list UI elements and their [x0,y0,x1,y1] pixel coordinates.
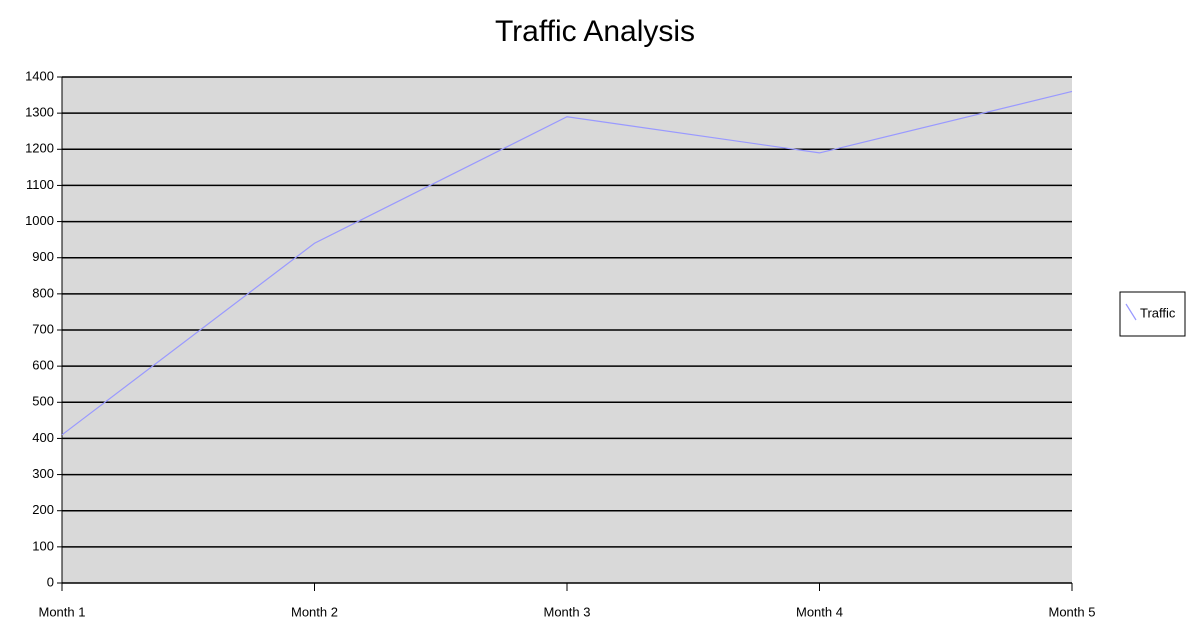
y-tick-label: 900 [32,249,54,264]
chart-title: Traffic Analysis [495,15,695,48]
y-tick-label: 300 [32,466,54,481]
y-tick-label: 500 [32,394,54,409]
x-tick-label: Month 4 [796,604,843,619]
legend-swatch [1125,303,1137,321]
y-tick-label: 700 [32,321,54,336]
legend-label: Traffic [1140,305,1176,320]
x-tick-label: Month 2 [291,604,338,619]
y-tick-label: 600 [32,358,54,373]
y-tick-label: 100 [32,538,54,553]
y-tick-label: 200 [32,502,54,517]
y-tick-label: 400 [32,430,54,445]
x-tick-label: Month 5 [1049,604,1096,619]
y-tick-label: 1100 [26,177,54,192]
y-tick-label: 1300 [25,105,54,120]
y-tick-label: 1200 [25,141,54,156]
x-tick-label: Month 1 [39,604,86,619]
y-tick-label: 800 [32,285,54,300]
series-line [61,90,1073,436]
x-tick-label: Month 3 [544,604,591,619]
y-tick-label: 0 [47,574,54,589]
y-tick-label: 1000 [25,213,54,228]
y-tick-label: 1400 [25,68,54,83]
legend-box [1119,291,1186,337]
